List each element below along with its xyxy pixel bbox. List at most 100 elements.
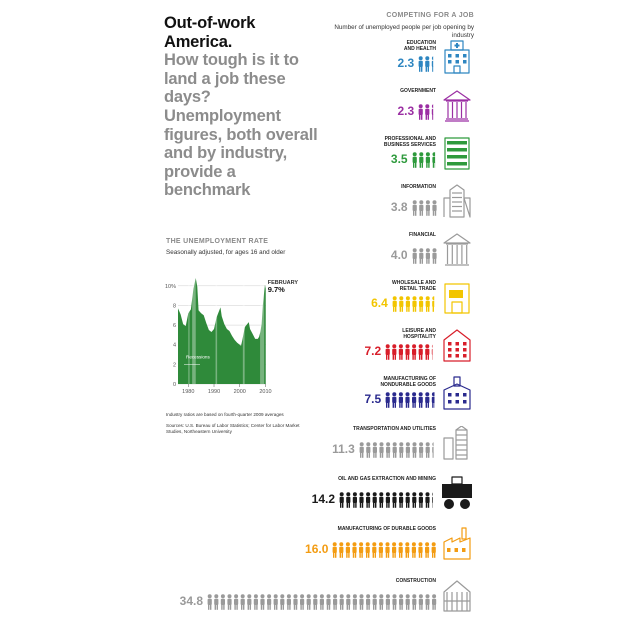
notes: Industry ratios are based on fourth-quar…	[166, 412, 316, 436]
person-icon	[412, 442, 417, 458]
person-icon	[418, 248, 423, 264]
person-icon	[385, 542, 390, 558]
person-icon	[385, 344, 390, 360]
person-icon	[425, 56, 430, 72]
tower-building-icon	[443, 184, 471, 218]
industry-label: PROFESSIONAL AND BUSINESS SERVICES	[286, 136, 436, 148]
person-icon	[431, 152, 435, 168]
industry-value: 16.0	[305, 542, 329, 556]
people-pictograph	[359, 442, 434, 458]
person-icon	[240, 594, 245, 610]
person-icon	[392, 442, 397, 458]
industry-row: WHOLESALE AND RETAIL TRADE 6.4	[0, 280, 640, 320]
person-icon	[418, 344, 423, 360]
bank-icon	[443, 233, 471, 266]
person-icon	[306, 594, 311, 610]
hotel-icon	[443, 329, 471, 362]
person-icon	[267, 594, 272, 610]
people-pictograph	[207, 594, 437, 610]
person-icon	[425, 594, 430, 610]
mining-truck-icon	[442, 476, 472, 509]
industry-label: MANUFACTURING OF NONDURABLE GOODS	[286, 376, 436, 388]
recessions-label: Recessions	[186, 354, 210, 359]
person-icon	[366, 492, 371, 508]
y-tick-label: 0	[173, 382, 176, 388]
industry-row: PROFESSIONAL AND BUSINESS SERVICES 3.5	[0, 136, 640, 176]
headline: Out-of-work America. How tough is it to …	[164, 14, 324, 200]
industry-label-line: TRANSPORTATION AND UTILITIES	[353, 426, 436, 432]
industry-label: OIL AND GAS EXTRACTION AND MINING	[286, 476, 436, 482]
industry-value: 14.2	[311, 492, 335, 506]
hospital-icon	[444, 40, 470, 74]
person-icon	[385, 392, 390, 408]
person-icon	[405, 344, 410, 360]
person-icon	[405, 542, 410, 558]
people-pictograph	[412, 200, 437, 216]
person-icon	[359, 594, 364, 610]
industry-label: EDUCATION AND HEALTH	[286, 40, 436, 52]
industry-label: WHOLESALE AND RETAIL TRADE	[286, 280, 436, 292]
industry-row: LEISURE AND HOSPITALITY 7.2	[0, 328, 640, 368]
person-icon	[339, 492, 344, 508]
person-icon	[286, 594, 291, 610]
unemployment-rate-chart: 0 2 4 6 8 10% 1980 1990 2000 2010 Recessions FEBRUA…	[165, 276, 299, 395]
recession-band	[192, 276, 196, 384]
person-icon	[425, 152, 430, 168]
industry-label-line: OIL AND GAS EXTRACTION AND MINING	[338, 476, 436, 482]
industry-row: CONSTRUCTION 34.8	[0, 578, 640, 618]
industry-row: MANUFACTURING OF NONDURABLE GOODS 7.5	[0, 376, 640, 416]
person-icon	[412, 152, 417, 168]
person-icon	[379, 594, 384, 610]
person-icon	[412, 594, 417, 610]
person-icon	[418, 442, 423, 458]
person-icon	[346, 542, 351, 558]
person-icon	[207, 594, 212, 610]
person-icon	[365, 542, 371, 558]
rate-title: THE UNEMPLOYMENT RATE	[166, 238, 269, 245]
store-icon	[444, 283, 470, 314]
industry-label-line: MANUFACTURING OF	[383, 376, 437, 382]
person-icon	[339, 542, 344, 558]
y-tick-label: 6	[173, 323, 176, 329]
person-icon	[425, 442, 430, 458]
y-tick-label: 10%	[165, 284, 176, 290]
recession-band	[188, 276, 190, 384]
industry-row: FINANCIAL 4.0	[0, 232, 640, 272]
person-icon	[418, 296, 423, 312]
industry-label-line: EDUCATION	[406, 40, 436, 46]
headline-subtext: How tough is it to land a job these days…	[164, 51, 318, 200]
person-icon	[398, 392, 404, 408]
person-icon	[372, 492, 377, 508]
person-icon	[392, 492, 397, 508]
plant-icon	[443, 527, 471, 560]
industry-value: 6.4	[371, 296, 388, 310]
person-icon	[220, 594, 225, 610]
person-icon	[346, 492, 351, 508]
person-icon	[418, 594, 423, 610]
person-icon	[431, 542, 437, 558]
person-icon	[366, 594, 371, 610]
person-icon	[280, 594, 285, 610]
people-pictograph	[385, 392, 435, 408]
industry-value: 34.8	[179, 594, 203, 608]
industry-value: 3.5	[390, 152, 408, 166]
person-icon	[431, 104, 434, 120]
person-icon	[431, 56, 434, 72]
person-icon	[425, 248, 430, 264]
latest-label: FEBRUARY	[268, 280, 299, 286]
industry-value: 3.8	[390, 200, 408, 214]
industry-value: 11.3	[332, 442, 355, 456]
person-icon	[432, 594, 437, 610]
person-icon	[405, 296, 410, 312]
person-icon	[385, 492, 390, 508]
person-icon	[399, 492, 404, 508]
industry-value: 7.2	[364, 344, 382, 358]
person-icon	[385, 594, 390, 610]
person-icon	[352, 492, 357, 508]
person-icon	[398, 542, 404, 558]
latest-value: 9.7%	[268, 285, 285, 294]
recession-band	[242, 276, 245, 384]
headline-bold: Out-of-work America.	[164, 14, 256, 51]
person-icon	[425, 104, 430, 120]
person-icon	[392, 392, 397, 408]
